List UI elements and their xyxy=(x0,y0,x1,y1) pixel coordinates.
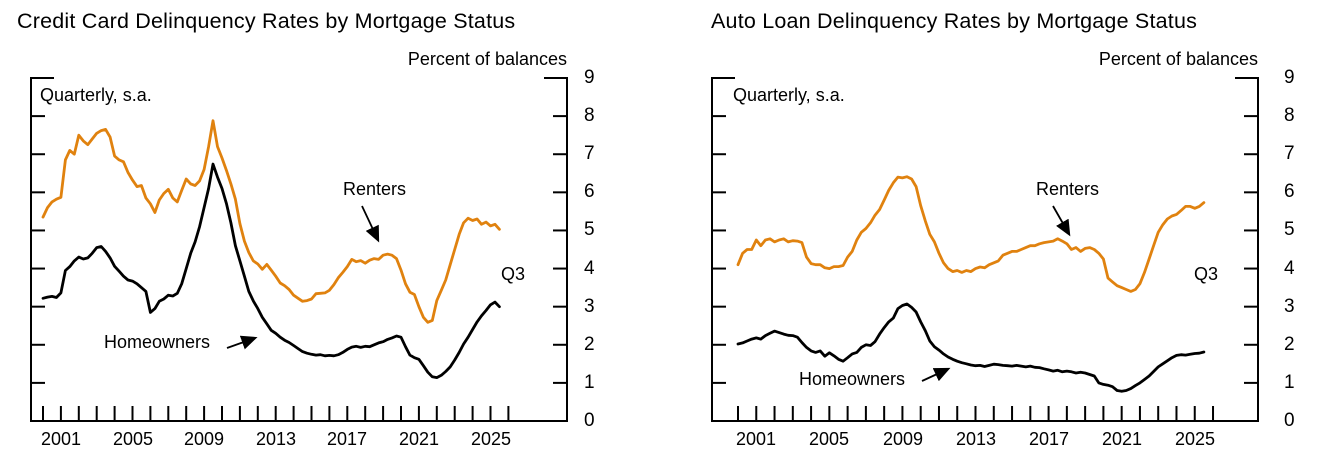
renters-arrow xyxy=(1052,205,1071,237)
series-label-homeowners: Homeowners xyxy=(104,332,211,352)
y-tick-label: 0 xyxy=(1284,410,1295,431)
x-tick-label: 2017 xyxy=(1028,429,1070,449)
x-tick-label: 2013 xyxy=(955,429,997,449)
plot-frames xyxy=(30,77,1259,422)
series-label-renters: Renters xyxy=(1036,179,1100,199)
series-line-renters xyxy=(736,175,1206,293)
y-tick-label: 4 xyxy=(584,258,595,279)
series-line-renters xyxy=(41,119,501,324)
x-tick-label: 2005 xyxy=(808,429,850,449)
x-tick-label: 2025 xyxy=(470,429,512,449)
latest-observation-label: Q3 xyxy=(501,264,526,284)
frequency-note: Quarterly, s.a. xyxy=(40,85,152,105)
y-tick-label: 8 xyxy=(584,105,595,126)
page-title: Auto Loan Delinquency Rates by Mortgage … xyxy=(711,9,1198,33)
page-title: Credit Card Delinquency Rates by Mortgag… xyxy=(17,9,516,33)
data-series-lines xyxy=(41,119,1206,393)
x-tick-label: 2025 xyxy=(1174,429,1216,449)
y-tick-label: 5 xyxy=(584,219,595,240)
homeowners-arrow xyxy=(921,367,951,382)
x-tick-label: 2021 xyxy=(398,429,440,449)
x-tick-label: 2013 xyxy=(255,429,297,449)
series-label-homeowners: Homeowners xyxy=(799,369,906,389)
x-tick-label: 2005 xyxy=(112,429,154,449)
y-tick-label: 2 xyxy=(1284,334,1295,355)
y-tick-label: 1 xyxy=(584,372,595,393)
x-tick-label: 2001 xyxy=(40,429,82,449)
y-tick-label: 9 xyxy=(1284,67,1295,88)
y-axis-unit-label: Percent of balances xyxy=(407,49,567,69)
y-tick-label: 8 xyxy=(1284,105,1295,126)
y-tick-label: 3 xyxy=(584,296,595,317)
y-tick-label: 4 xyxy=(1284,258,1295,279)
frequency-note: Quarterly, s.a. xyxy=(733,85,845,105)
x-tick-label: 2009 xyxy=(882,429,924,449)
series-line-homeowners xyxy=(41,162,501,380)
y-tick-label: 3 xyxy=(1284,296,1295,317)
homeowners-arrow xyxy=(226,335,258,350)
y-tick-label: 7 xyxy=(1284,143,1295,164)
x-tick-label: 2009 xyxy=(183,429,225,449)
y-tick-label: 2 xyxy=(584,334,595,355)
y-tick-label: 6 xyxy=(584,181,595,202)
y-axis-unit-label: Percent of balances xyxy=(1098,49,1258,69)
y-tick-label: 9 xyxy=(584,67,595,88)
renters-arrow xyxy=(361,205,380,243)
y-tick-label: 7 xyxy=(584,143,595,164)
x-tick-label: 2017 xyxy=(326,429,368,449)
latest-observation-label: Q3 xyxy=(1194,264,1219,284)
series-label-renters: Renters xyxy=(343,179,407,199)
y-tick-label: 0 xyxy=(584,410,595,431)
x-tick-label: 2021 xyxy=(1101,429,1143,449)
y-tick-label: 6 xyxy=(1284,181,1295,202)
series-line-homeowners xyxy=(736,302,1206,393)
y-tick-label: 1 xyxy=(1284,372,1295,393)
annotation-arrows xyxy=(226,205,1071,382)
x-tick-label: 2001 xyxy=(735,429,777,449)
y-tick-label: 5 xyxy=(1284,219,1295,240)
